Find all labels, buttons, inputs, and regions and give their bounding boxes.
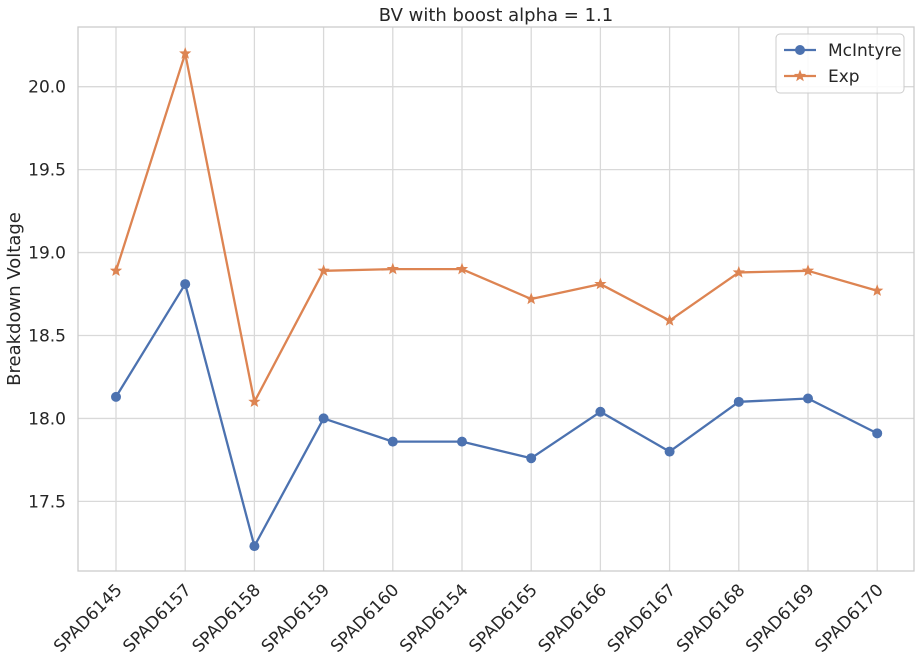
data-point-mcintyre [249, 541, 260, 552]
x-tick-label: SPAD6165 [465, 580, 541, 656]
grid [78, 27, 914, 571]
data-point-mcintyre [526, 453, 537, 464]
x-tick-label: SPAD6159 [258, 580, 334, 656]
series-mcintyre [111, 279, 883, 552]
data-point-exp [317, 264, 330, 277]
x-tick-label: SPAD6145 [50, 580, 126, 656]
y-tick-label: 20.0 [28, 78, 66, 98]
y-tick-label: 19.0 [28, 244, 66, 264]
legend-marker-exp [793, 69, 807, 82]
x-tick-label: SPAD6157 [119, 580, 195, 656]
data-point-exp [455, 262, 469, 275]
data-point-mcintyre [387, 436, 398, 447]
data-point-exp [179, 47, 192, 59]
x-tick-label: SPAD6166 [535, 580, 611, 656]
x-tick-label: SPAD6170 [811, 580, 887, 656]
y-tick-label: 18.0 [28, 409, 66, 429]
tick-labels: 17.5 18.0 18.5 19.0 19.5 20.0 SPAD6145SPAD6157… [28, 78, 888, 657]
x-tick-label: SPAD6168 [673, 580, 749, 656]
data-point-mcintyre [664, 446, 675, 457]
y-tick-label: 18.5 [28, 326, 66, 346]
data-point-mcintyre [733, 396, 744, 407]
series-line-exp [114, 52, 878, 403]
data-point-mcintyre [595, 406, 606, 417]
data-point-exp [871, 284, 884, 296]
data-point-mcintyre [318, 413, 329, 424]
y-axis-label: Breakdown Voltage [4, 212, 25, 386]
data-point-exp [248, 395, 261, 408]
data-point-exp [109, 264, 123, 277]
x-tick-label: SPAD6160 [327, 580, 403, 656]
data-point-exp [801, 264, 815, 277]
legend-label-mcintyre: McIntyre [828, 41, 902, 61]
data-point-mcintyre [872, 428, 883, 439]
x-tick-label: SPAD6169 [742, 580, 818, 656]
legend-marker-mcintyre [795, 45, 805, 55]
y-tick-label: 17.5 [28, 492, 66, 512]
data-point-exp [525, 292, 538, 305]
data-point-mcintyre [803, 393, 813, 404]
data-point-mcintyre [180, 279, 191, 290]
data-point-exp [594, 277, 607, 290]
x-tick-label: SPAD6154 [396, 580, 472, 656]
series-layer [109, 47, 884, 552]
x-tick-label: SPAD6167 [604, 580, 680, 656]
y-tick-label: 19.5 [28, 161, 66, 181]
series-line-mcintyre [115, 282, 878, 548]
data-point-mcintyre [457, 436, 467, 447]
plot-area [77, 26, 915, 572]
x-tick-label: SPAD6158 [189, 580, 265, 656]
legend-box [775, 33, 905, 94]
legend: McIntyre Exp [775, 33, 905, 94]
data-point-exp [386, 262, 399, 275]
chart-title: BV with boost alpha = 1.1 [379, 5, 613, 26]
series-exp [109, 47, 884, 408]
data-point-exp [663, 314, 676, 326]
legend-label-exp: Exp [828, 67, 860, 87]
data-point-mcintyre [111, 391, 121, 402]
data-point-exp [732, 266, 745, 278]
